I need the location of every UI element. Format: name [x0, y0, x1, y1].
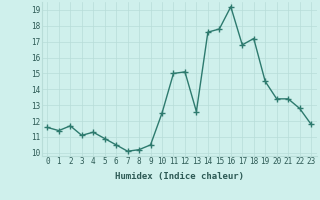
X-axis label: Humidex (Indice chaleur): Humidex (Indice chaleur): [115, 172, 244, 181]
